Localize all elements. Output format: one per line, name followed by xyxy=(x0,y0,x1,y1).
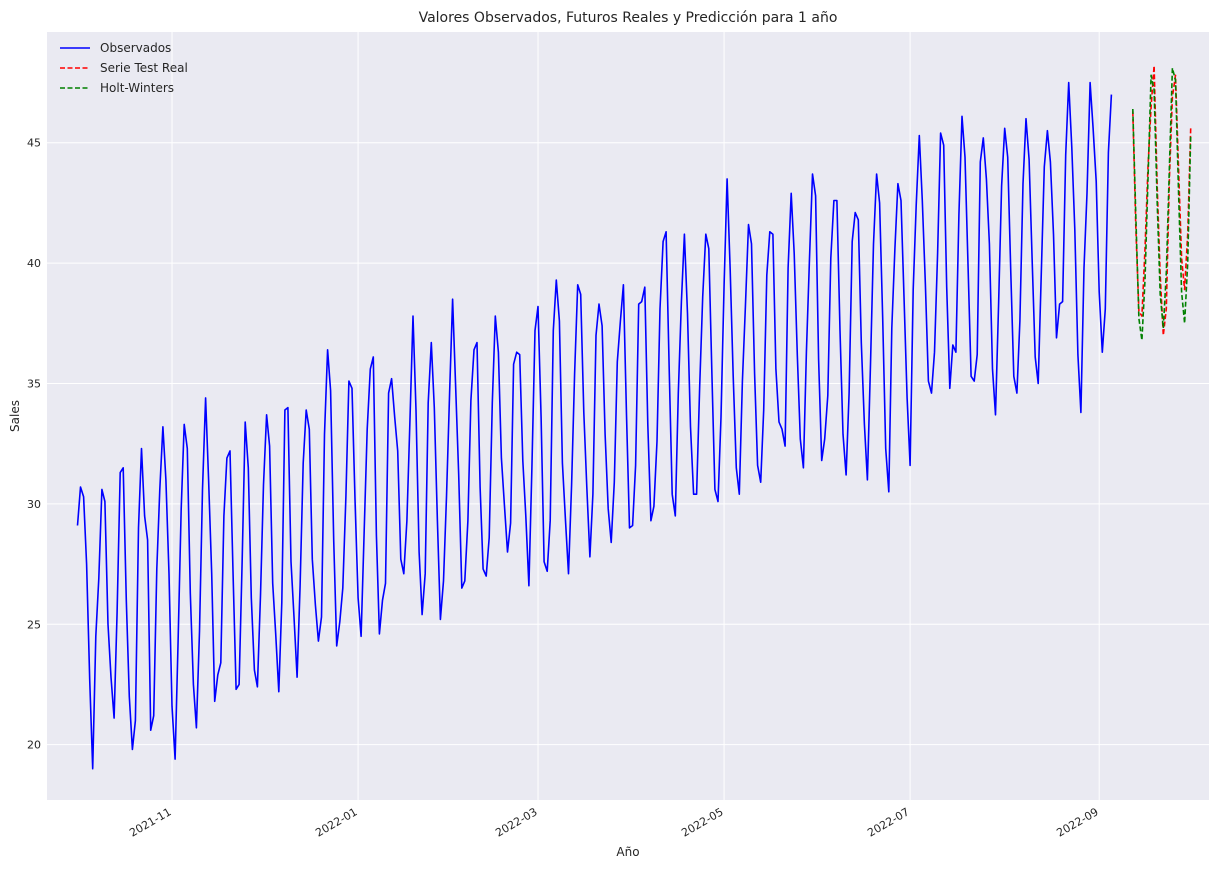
y-tick-label: 45 xyxy=(27,137,41,150)
y-tick-label: 20 xyxy=(27,739,41,752)
series-layer xyxy=(76,64,1192,770)
x-tick-label: 2022-03 xyxy=(493,805,539,839)
x-tick-label: 2022-05 xyxy=(679,805,725,839)
x-tick-label: 2022-09 xyxy=(1054,805,1100,839)
legend: Observados Serie Test Real Holt-Winters xyxy=(60,41,188,95)
chart-title: Valores Observados, Futuros Reales y Pre… xyxy=(419,10,838,26)
legend-label: Serie Test Real xyxy=(100,61,188,75)
plot-area xyxy=(47,32,1209,800)
y-tick-label: 40 xyxy=(27,257,41,270)
series-line-1 xyxy=(76,81,1113,770)
legend-label: Holt-Winters xyxy=(100,81,174,95)
x-tick-label: 2022-01 xyxy=(313,805,359,839)
x-tick-label: 2022-07 xyxy=(865,805,911,839)
series-line-3 xyxy=(1132,67,1192,342)
legend-label: Observados xyxy=(100,41,171,55)
y-tick-label: 35 xyxy=(27,377,41,390)
y-tick-label: 25 xyxy=(27,618,41,631)
y-axis-label: Sales xyxy=(8,400,22,432)
x-tick-label: 2021-11 xyxy=(127,805,173,839)
y-tick-label: 30 xyxy=(27,498,41,511)
x-axis-label: Año xyxy=(616,845,639,859)
